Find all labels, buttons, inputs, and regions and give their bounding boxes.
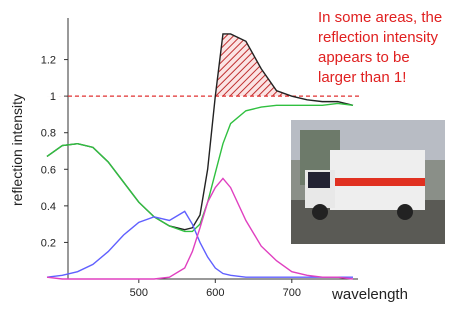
- y-axis-label: reflection intensity: [9, 94, 25, 206]
- annotation: reflection intensity: [318, 29, 439, 46]
- y-tick-label: 0.2: [41, 237, 56, 249]
- y-tick-label: 0.4: [41, 201, 56, 213]
- photo: [291, 120, 445, 244]
- x-axis-label: wavelength: [331, 286, 408, 303]
- y-tick-label: 0.8: [41, 128, 56, 140]
- chart: 0.2 0.4 0.6 0.8 1 1.2 500 600 700 reflection inte…: [0, 0, 467, 305]
- annotation: appears to be: [318, 49, 410, 66]
- y-tick-label: 0.6: [41, 164, 56, 176]
- x-tick-label: 500: [130, 287, 148, 299]
- annotation: In some areas, the: [318, 9, 442, 26]
- annotation: larger than 1!: [318, 69, 406, 86]
- y-tick-label: 1.2: [41, 55, 56, 67]
- x-tick-label: 700: [283, 287, 301, 299]
- y-tick-label: 1: [50, 91, 56, 103]
- x-tick-label: 600: [206, 287, 224, 299]
